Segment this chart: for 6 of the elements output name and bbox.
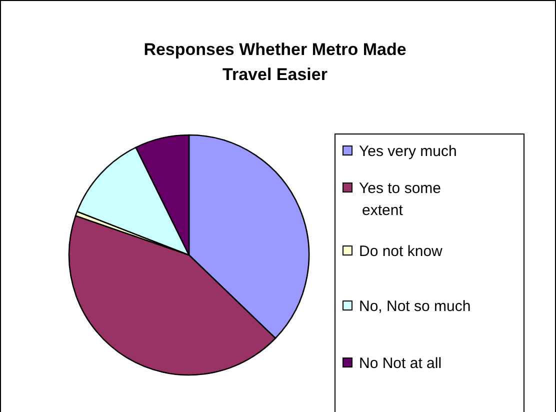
legend-label: Yes very much — [359, 143, 457, 160]
legend-label: No Not at all — [359, 355, 442, 372]
legend-label: No, Not so much — [359, 298, 471, 315]
legend-label: Do not know — [359, 243, 443, 260]
legend-label: Yes to some extent — [359, 180, 441, 219]
chart-title: Responses Whether Metro Made Travel Easier — [144, 40, 406, 84]
